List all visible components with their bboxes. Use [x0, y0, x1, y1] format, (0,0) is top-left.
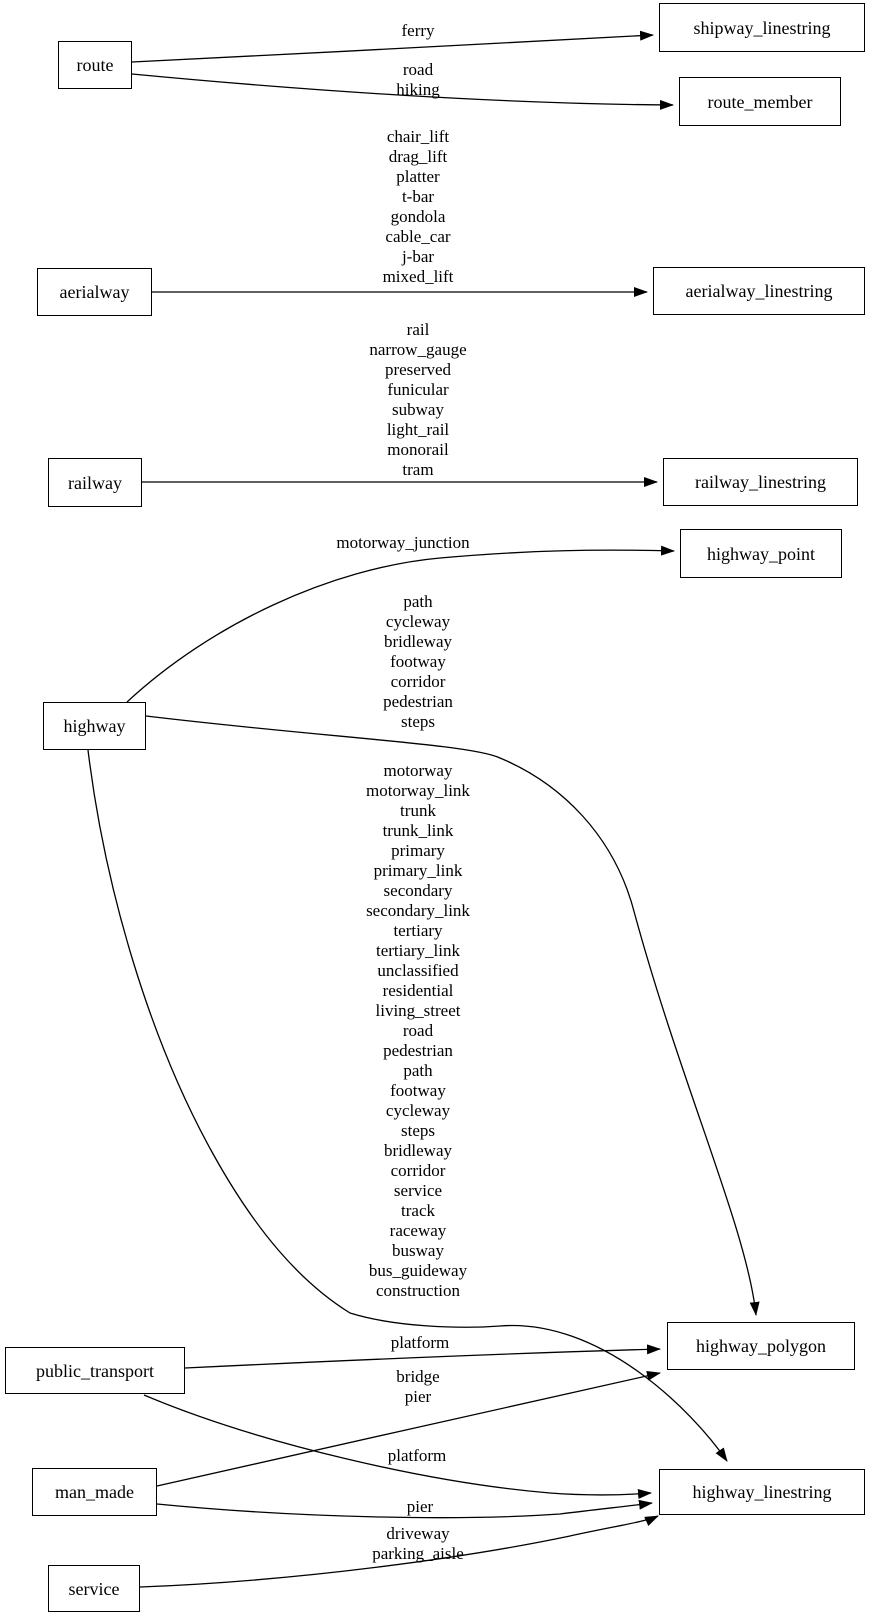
- edge-public-transport-to-highway-linestring: [143, 1394, 652, 1499]
- node-aerialway: aerialway: [37, 268, 152, 316]
- edge-route-to-shipway-linestring: [131, 30, 654, 63]
- node-route: route: [58, 41, 132, 89]
- node-highway: highway: [43, 702, 146, 750]
- node-highway-point: highway_point: [680, 529, 842, 578]
- edge-service-to-highway-linestring: [139, 1515, 659, 1588]
- edge-public-transport-to-highway-polygon: [184, 1344, 661, 1369]
- edge-highway-to-highway-point: [126, 545, 675, 703]
- node-public-transport: public_transport: [5, 1347, 185, 1394]
- node-highway-linestring: highway_linestring: [659, 1469, 865, 1515]
- edge-label-motorway-junction: motorway_junction: [336, 533, 470, 552]
- edge-label-aerialway-values: chair_lift drag_lift platter t-bar gondo…: [382, 127, 454, 286]
- edge-label-driveway-parking-aisle: driveway parking_aisle: [372, 1524, 464, 1563]
- node-service: service: [48, 1565, 140, 1612]
- node-man-made: man_made: [32, 1468, 157, 1516]
- node-shipway-linestring: shipway_linestring: [659, 3, 865, 52]
- node-highway-polygon: highway_polygon: [667, 1322, 855, 1370]
- edge-man-made-to-highway-polygon: [156, 1370, 661, 1487]
- edge-highway-to-highway-polygon: [145, 715, 760, 1316]
- edge-label-highway-linestring-values: motorway motorway_link trunk trunk_link …: [366, 761, 470, 1300]
- edge-label-ferry: ferry: [401, 21, 435, 40]
- edge-man-made-to-highway-linestring: [156, 1499, 653, 1519]
- edge-label-bridge-pier: bridge pier: [396, 1367, 440, 1406]
- node-railway: railway: [48, 458, 142, 507]
- node-railway-linestring: railway_linestring: [663, 458, 858, 506]
- node-aerialway-linestring: aerialway_linestring: [653, 267, 865, 315]
- edge-label-platform-polygon: platform: [390, 1333, 450, 1352]
- node-route-member: route_member: [679, 77, 841, 126]
- edge-label-railway-values: rail narrow_gauge preserved funicular su…: [369, 320, 467, 479]
- edge-label-highway-polygon-values: path cycleway bridleway footway corridor…: [383, 592, 453, 731]
- edge-route-to-route-member: [131, 73, 674, 110]
- edge-label-platform-linestring: platform: [387, 1446, 447, 1465]
- edge-highway-to-highway-linestring: [87, 749, 728, 1462]
- edge-label-road-hiking: road hiking: [396, 60, 440, 99]
- edge-label-pier: pier: [406, 1497, 434, 1516]
